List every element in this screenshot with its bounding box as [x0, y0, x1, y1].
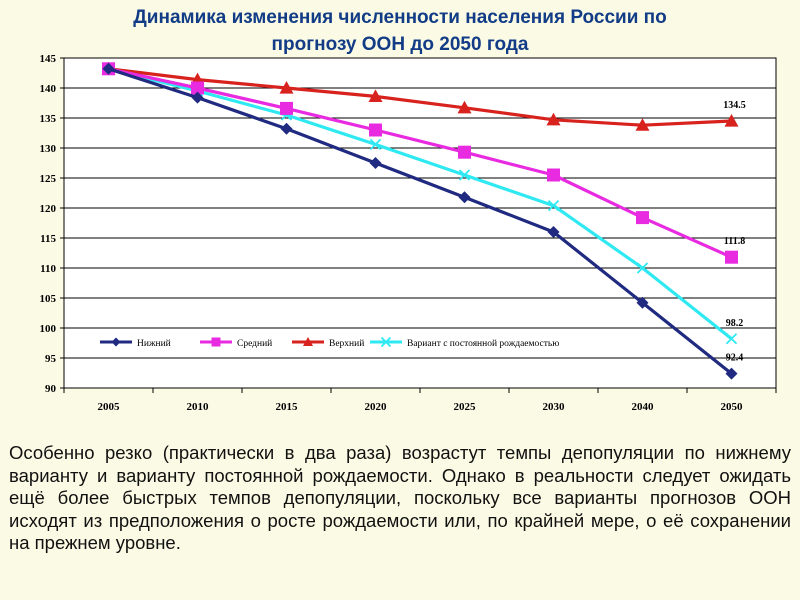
chart-title-line-2: прогнозу ООН до 2050 года [271, 34, 529, 55]
series-line [108, 67, 733, 259]
data-point-x [547, 199, 560, 212]
data-point-square [725, 250, 738, 264]
data-point-diamond [636, 296, 649, 309]
y-tick-label: 115 [40, 233, 56, 245]
data-point-diamond [280, 122, 293, 135]
data-point-triangle [724, 114, 739, 127]
data-labels: 134.5 111.8 98.2 92.4 [723, 100, 746, 364]
series-2 [102, 62, 738, 264]
y-tick-label: 145 [40, 53, 57, 65]
series-1 [102, 62, 738, 380]
data-label: 92.4 [726, 353, 744, 364]
legend-item: Верхний [292, 337, 364, 349]
x-tick-label: 2015 [276, 401, 299, 413]
data-point-diamond [725, 367, 738, 380]
data-point-x [725, 333, 738, 345]
x-tick-label: 2025 [454, 401, 477, 413]
y-tick-label: 105 [40, 293, 57, 305]
data-point-triangle [635, 118, 650, 131]
data-point-square [191, 81, 204, 95]
data-point-diamond [458, 191, 471, 204]
y-tick-label: 130 [40, 143, 57, 155]
gridlines [64, 87, 776, 359]
data-point-triangle [368, 89, 383, 102]
legend-label: Верхний [329, 338, 364, 349]
data-point-square [211, 337, 221, 347]
series-line [108, 67, 732, 127]
y-tick-label: 110 [40, 263, 56, 275]
data-point-diamond [369, 157, 382, 169]
y-tick-label: 100 [40, 323, 57, 335]
y-tick-label: 135 [40, 113, 57, 125]
series-group [101, 61, 739, 380]
x-axis-ticks: 2005 2010 2015 2020 2025 2030 2040 2050 [63, 388, 777, 413]
legend-label: Средний [237, 338, 272, 349]
data-point-diamond [547, 226, 560, 238]
y-tick-label: 140 [40, 83, 57, 95]
x-tick-label: 2030 [543, 401, 566, 413]
x-tick-label: 2010 [187, 401, 210, 413]
data-label: 134.5 [723, 100, 746, 111]
chart-title-line-1: Динамика изменения численности населения… [133, 7, 667, 28]
series-3 [101, 61, 739, 131]
caption-text: Особенно резко (практически в два раза) … [9, 442, 791, 554]
data-point-x [458, 169, 471, 181]
data-point-x [380, 336, 392, 348]
data-point-x [636, 262, 649, 274]
data-point-triangle [457, 100, 472, 114]
x-tick-label: 2050 [721, 401, 744, 413]
data-point-x [369, 138, 382, 151]
data-point-square [547, 168, 560, 182]
series-line [108, 67, 733, 341]
y-tick-label: 125 [40, 173, 57, 185]
data-label: 98.2 [726, 318, 744, 329]
data-point-square [458, 145, 471, 159]
legend-label: Нижний [137, 338, 171, 349]
x-tick-label: 2005 [98, 401, 121, 413]
legend: Нижний Средний Верхний Вариант с постоянной… [100, 336, 559, 349]
data-point-diamond [102, 62, 115, 75]
y-axis-ticks: 90 95 100 105 110 115 120 125 130 135 140 145 [40, 53, 64, 395]
x-tick-label: 2020 [365, 401, 388, 413]
legend-item: Средний [200, 337, 272, 349]
data-point-square [369, 123, 382, 137]
legend-label: Вариант с постоянной рождаемостью [407, 338, 559, 349]
y-tick-label: 120 [40, 203, 57, 215]
data-point-diamond [191, 91, 204, 104]
data-point-triangle [546, 112, 561, 126]
data-point-triangle [303, 337, 313, 346]
legend-item: Вариант с постоянной рождаемостью [370, 336, 559, 349]
data-point-square [636, 211, 649, 225]
data-point-diamond [111, 337, 121, 347]
data-label: 111.8 [724, 236, 745, 247]
data-point-triangle [279, 81, 294, 94]
series-line [108, 67, 733, 375]
data-point-square [280, 101, 293, 115]
chart-title: Динамика изменения численности населения… [0, 4, 800, 58]
y-tick-label: 90 [45, 383, 57, 395]
legend-item: Нижний [100, 337, 171, 349]
y-tick-label: 95 [45, 353, 57, 365]
x-tick-label: 2040 [632, 401, 655, 413]
